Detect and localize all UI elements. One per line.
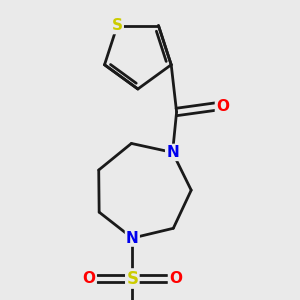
- Text: O: O: [83, 271, 96, 286]
- Text: O: O: [169, 271, 182, 286]
- Text: S: S: [112, 18, 123, 33]
- Text: S: S: [126, 269, 138, 287]
- Text: O: O: [216, 99, 229, 114]
- Text: N: N: [126, 231, 139, 246]
- Text: N: N: [166, 145, 179, 160]
